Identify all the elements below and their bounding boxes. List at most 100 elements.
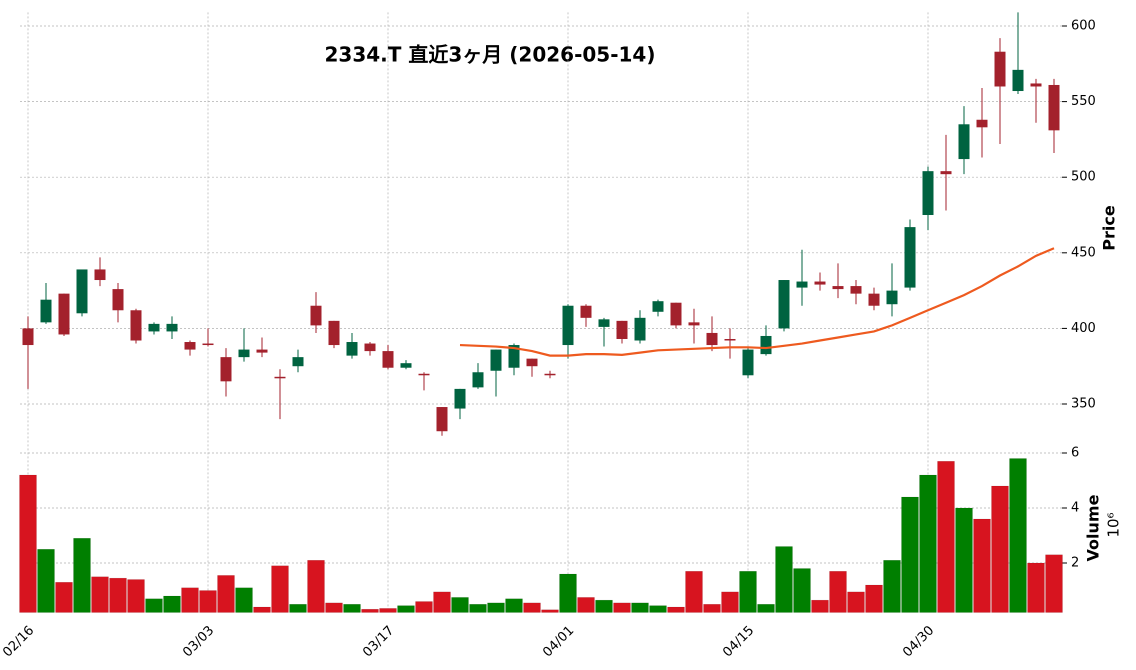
y-tick-label: 4 [1071,501,1079,516]
volume-bar [847,591,865,613]
volume-bar [919,474,937,613]
candle-body [292,357,304,367]
y-tick-label: 350 [1071,397,1096,412]
candle-body [382,351,394,368]
candle-body [670,302,682,326]
candle-body [220,357,232,382]
candle-body [310,305,322,326]
volume-bar [289,604,307,613]
volume-bar [829,571,847,613]
y-tick-label: 450 [1071,245,1096,260]
candle-body [328,320,340,346]
y-tick-label: 600 [1071,19,1096,34]
candle-body [166,323,178,332]
volume-bar [73,538,91,613]
candle-body [238,349,250,358]
candle-body [400,363,412,368]
volume-axis-label: Volume [1084,494,1103,561]
y-tick-label: 2 [1071,556,1079,571]
volume-bar [991,485,1009,613]
candle-body [778,280,790,329]
volume-bar [217,575,235,613]
candle-body [922,171,934,216]
volume-bar [955,507,973,613]
volume-bar [595,599,613,613]
candle-body [1048,84,1060,131]
candle-body [940,171,952,175]
volume-bar [19,474,37,613]
volume-bar [433,591,451,613]
volume-bar [505,598,523,613]
candle-body [616,320,628,339]
volume-bar [55,582,73,613]
candle-body [688,322,700,326]
volume-bar [415,601,433,613]
candle-body [418,373,430,376]
volume-bar [865,584,883,613]
candle-body [886,290,898,305]
candle-body [94,269,106,281]
candle-body [256,349,268,353]
candle-body [472,372,484,388]
volume-bar [523,602,541,613]
volume-bar [325,602,343,613]
x-tick-label: 04/30 [900,623,937,660]
candle-body [526,358,538,367]
volume-bar [109,577,127,613]
candle-body [652,301,664,312]
candle-body [850,286,862,294]
volume-bar [811,599,829,613]
volume-bar [37,549,55,613]
volume-bar [559,573,577,613]
volume-bar [253,606,271,613]
volume-bar [127,579,145,613]
volume-bar [631,602,649,613]
volume-bar [1009,458,1027,613]
volume-bar [649,605,667,613]
candle-body [58,293,70,335]
candle-body [508,345,520,368]
volume-bar [757,604,775,613]
candle-body [814,281,826,285]
candle-body [994,51,1006,87]
volume-bar [397,605,415,613]
candle-body [598,319,610,327]
candle-body [544,373,556,376]
volume-bar [739,571,757,613]
candle-body [760,335,772,355]
volume-bar [343,604,361,613]
candle-body [1030,83,1042,87]
candle-body [112,289,124,311]
candle-body [76,269,88,314]
volume-bar [1045,554,1063,613]
candle-body [562,305,574,346]
x-tick-label: 02/16 [0,623,37,660]
candle-body [706,332,718,346]
volume-bar [883,560,901,613]
volume-bar [613,602,631,613]
volume-bar [91,576,109,613]
volume-bar [199,590,217,613]
candle-body [904,227,916,288]
candle-body [958,124,970,160]
candle-body [184,342,196,350]
volume-bar [703,604,721,613]
y-tick-label: 400 [1071,321,1096,336]
candle-body [364,343,376,352]
volume-bar [973,518,991,613]
volume-bar [937,461,955,613]
volume-bar [541,609,559,613]
volume-bar [487,602,505,613]
candle-body [868,293,880,306]
candle-body [634,317,646,341]
candle-body [202,343,214,346]
x-tick-label: 03/17 [360,623,397,660]
volume-bar [361,608,379,613]
volume-bar [667,606,685,613]
volume-bar [235,587,253,613]
y-tick-label: 500 [1071,170,1096,185]
x-tick-label: 03/03 [180,623,217,660]
moving-average-line [459,247,1055,357]
volume-bar [721,591,739,613]
